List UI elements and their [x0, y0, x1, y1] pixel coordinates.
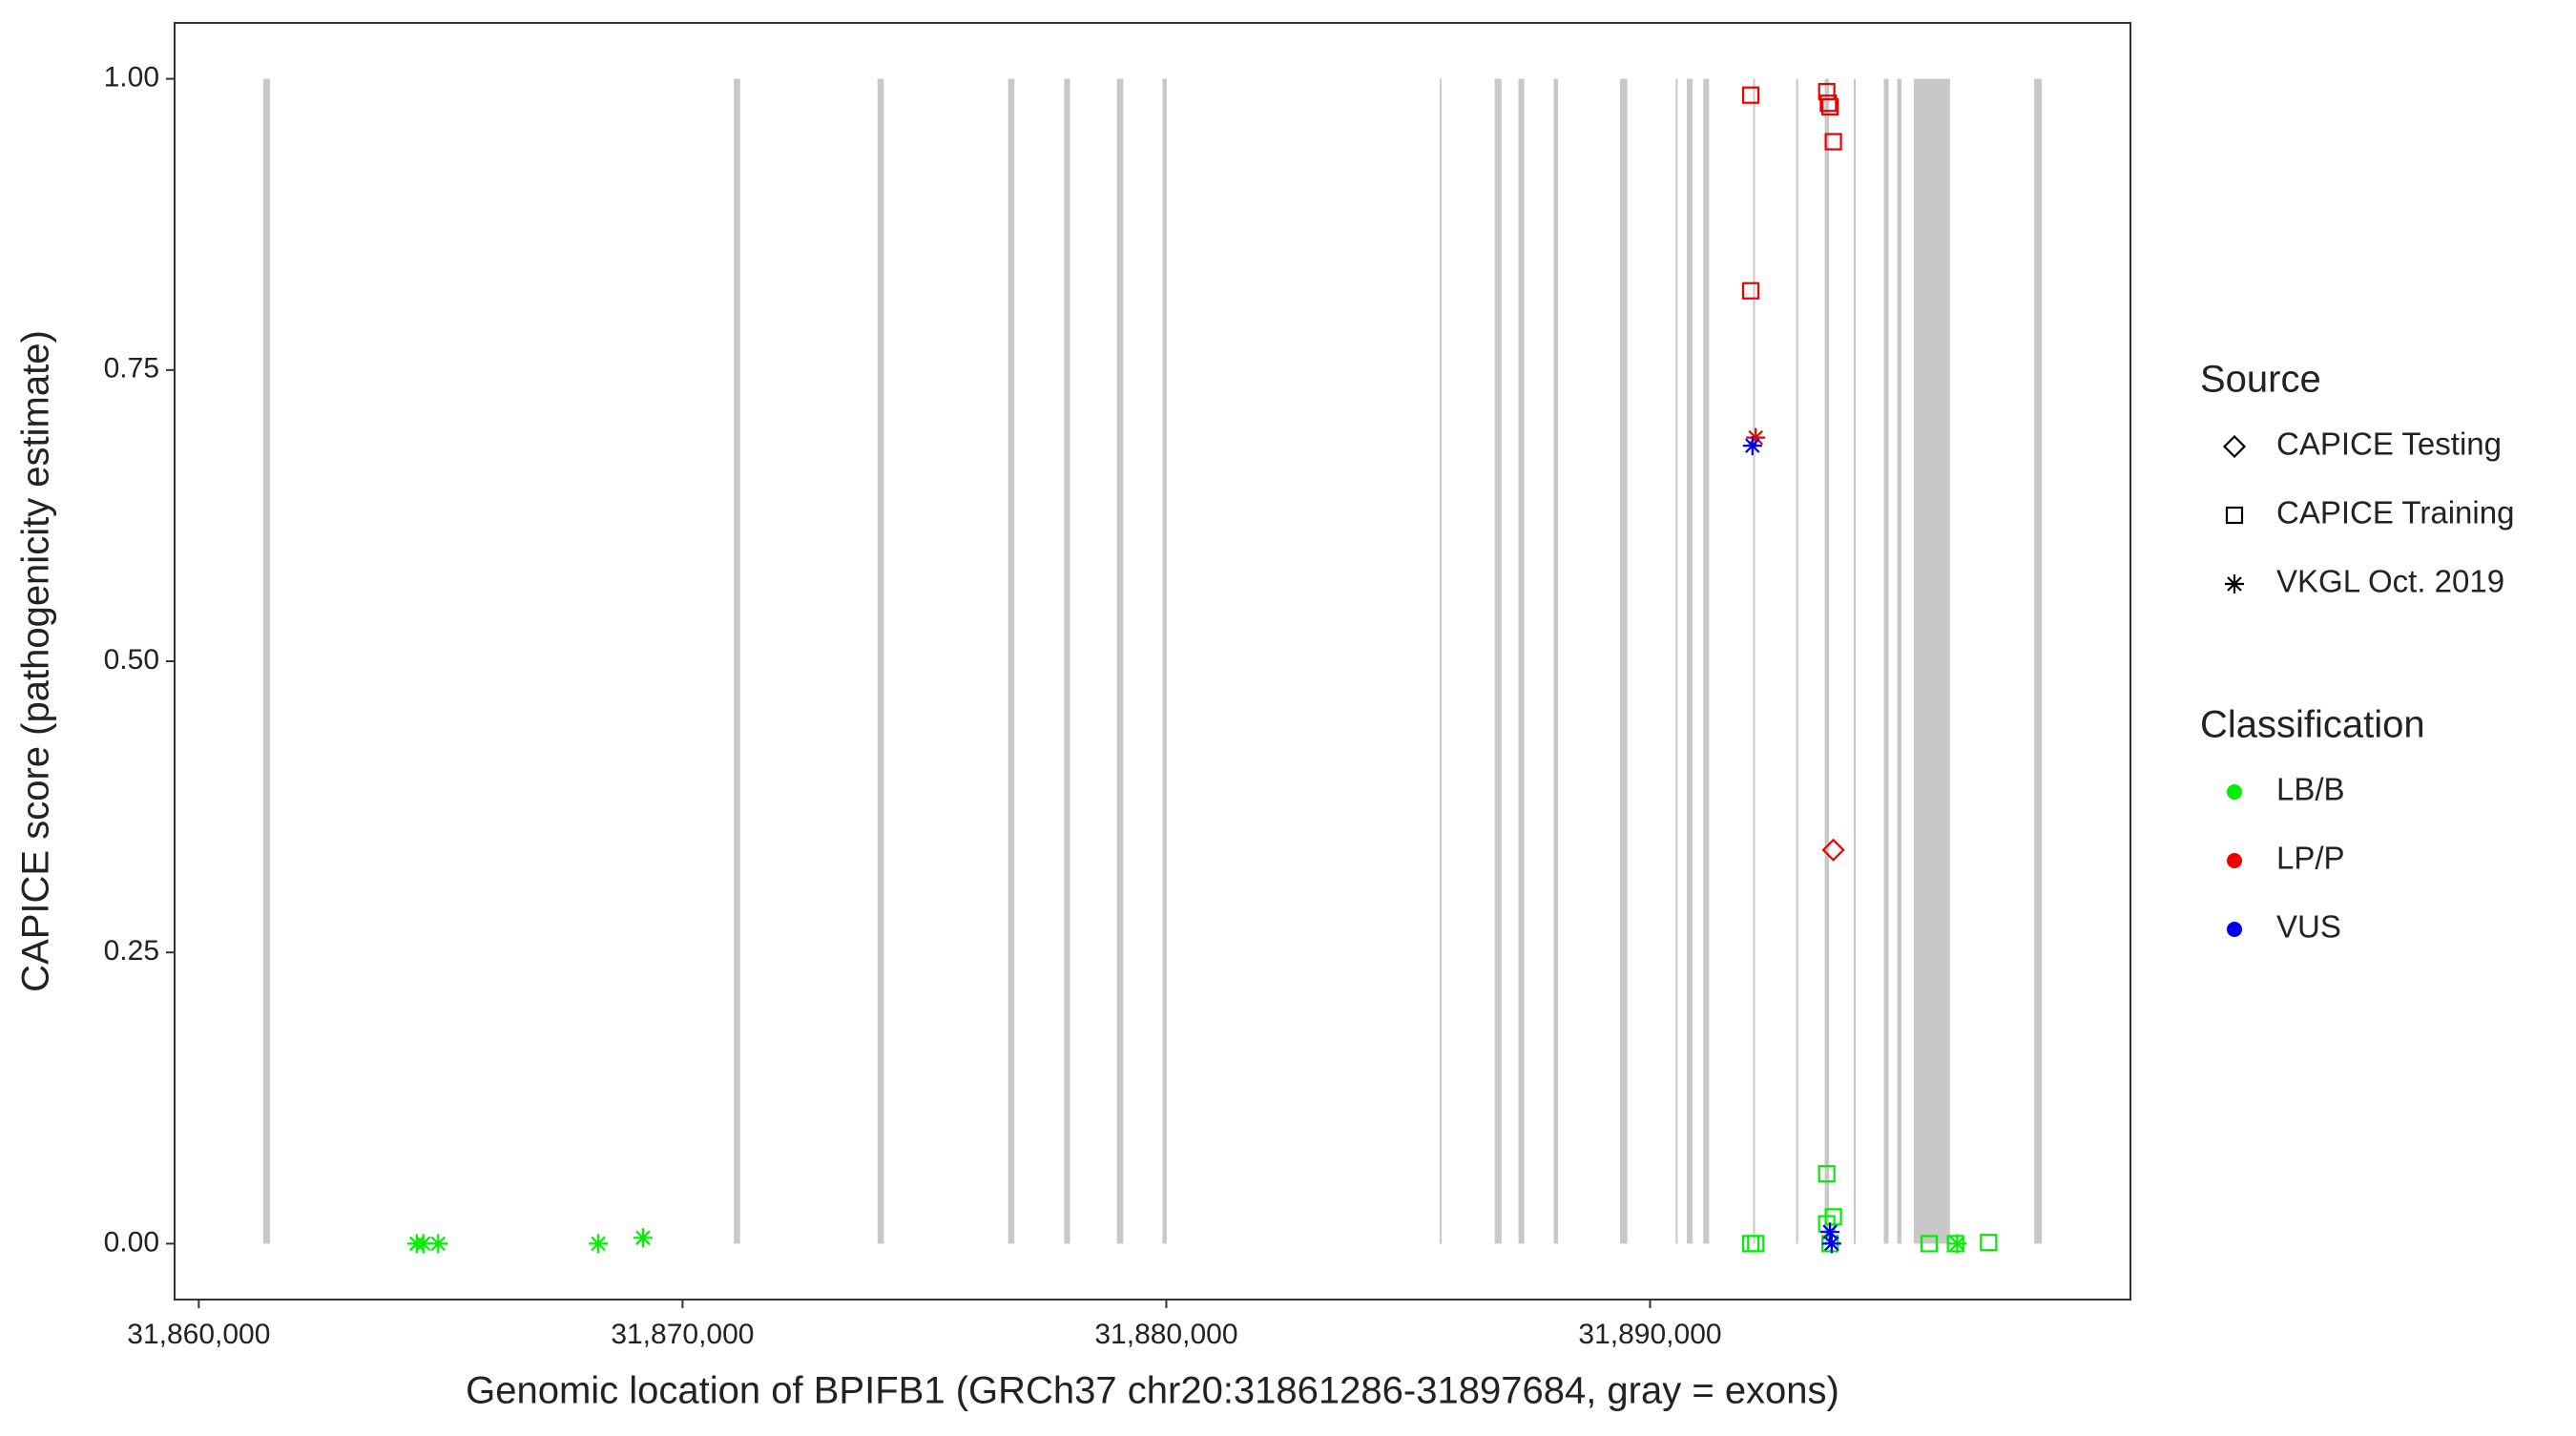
legend-title: Source: [2200, 359, 2321, 401]
point-asterisk: [1742, 436, 1762, 456]
point-square: [1824, 133, 1842, 151]
legend-symbol: [2225, 506, 2244, 525]
y-tick-label: 0.25: [104, 935, 159, 967]
exon: [1675, 78, 1678, 1244]
legend-label: VUS: [2276, 909, 2341, 945]
point-square: [1946, 1235, 1964, 1253]
point-square: [1741, 86, 1760, 104]
point-square: [1747, 1235, 1765, 1253]
y-tick-label: 0.00: [104, 1226, 159, 1258]
point-asterisk: [633, 1228, 653, 1248]
exon: [1853, 78, 1856, 1244]
exon: [1687, 78, 1693, 1244]
point-asterisk: [1821, 1234, 1841, 1254]
x-tick-label: 31,860,000: [127, 1319, 270, 1350]
exon: [2034, 78, 2043, 1244]
point-square: [1818, 1165, 1836, 1183]
exon: [1116, 78, 1124, 1244]
exon: [1897, 78, 1902, 1244]
y-tick-label: 0.50: [104, 644, 159, 676]
exon: [877, 78, 884, 1244]
exon: [1064, 78, 1070, 1244]
exon: [1518, 78, 1525, 1244]
y-tick-label: 1.00: [104, 62, 159, 94]
exon: [1883, 78, 1889, 1244]
legend-title: Classification: [2200, 704, 2425, 746]
legend-symbol: [2227, 853, 2242, 868]
point-square: [1920, 1235, 1939, 1253]
point-square: [1980, 1234, 1998, 1252]
legend-symbol: [2227, 922, 2242, 937]
exon: [1913, 78, 1950, 1244]
exon: [1620, 78, 1628, 1244]
exon: [1008, 78, 1015, 1244]
legend-symbol: [2227, 784, 2242, 800]
point-square: [1741, 281, 1760, 300]
exon: [262, 78, 270, 1244]
exon: [1753, 78, 1755, 1244]
point-asterisk: [1820, 1222, 1840, 1242]
x-tick-label: 31,870,000: [611, 1319, 754, 1350]
legend-symbol: [2222, 434, 2247, 459]
legend-label: CAPICE Training: [2276, 495, 2514, 531]
point-asterisk: [428, 1234, 448, 1254]
point-asterisk: [1746, 427, 1766, 447]
panel-border: [174, 22, 2131, 1301]
legend-label: CAPICE Testing: [2276, 427, 2502, 462]
exon: [1494, 78, 1502, 1244]
legend-label: VKGL Oct. 2019: [2276, 564, 2504, 599]
x-axis-title: Genomic location of BPIFB1 (GRCh37 chr20…: [466, 1370, 1839, 1412]
point-square: [1821, 97, 1839, 115]
exon: [1162, 78, 1167, 1244]
exon: [734, 78, 740, 1244]
point-asterisk: [1947, 1234, 1967, 1254]
x-tick-label: 31,890,000: [1578, 1319, 1721, 1350]
y-axis-title: CAPICE score (pathogenicity estimate): [15, 330, 57, 992]
x-tick-label: 31,880,000: [1094, 1319, 1237, 1350]
exon: [1824, 78, 1830, 1244]
point-square: [1819, 94, 1838, 113]
point-asterisk: [589, 1234, 609, 1254]
legend-symbol: [2225, 574, 2244, 593]
point-asterisk: [413, 1234, 433, 1254]
exon: [1796, 78, 1798, 1244]
legend-label: LB/B: [2276, 772, 2345, 807]
exon: [1553, 78, 1559, 1244]
legend-label: LP/P: [2276, 841, 2345, 876]
y-tick-label: 0.75: [104, 353, 159, 385]
point-diamond: [1821, 838, 1845, 862]
exon: [1703, 78, 1710, 1244]
exon: [1439, 78, 1442, 1244]
